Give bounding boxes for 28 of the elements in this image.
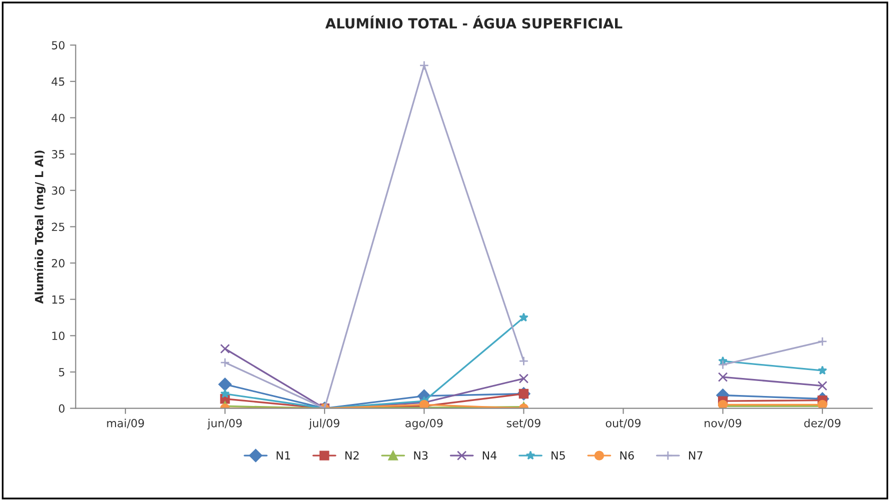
legend-label: N6 (620, 451, 634, 460)
legend-label: N4 (482, 451, 497, 460)
y-tick-label: 20 (52, 259, 64, 268)
chart-title: ALUMÍNIO TOTAL - ÁGUA SUPERFICIAL (325, 16, 622, 29)
y-tick-label: 10 (52, 332, 64, 340)
y-tick-label: 45 (52, 78, 64, 86)
y-tick-label: 25 (52, 222, 64, 232)
x-tick-label: mai/09 (107, 418, 144, 428)
y-tick-label: 5 (59, 368, 64, 376)
legend-label: N1 (276, 451, 290, 460)
legend-label: N5 (552, 451, 565, 460)
x-tick-label: dez/09 (804, 418, 840, 428)
y-tick-label: 35 (52, 150, 64, 158)
legend-label: N2 (345, 451, 359, 460)
x-tick-label: nov/09 (704, 418, 742, 428)
x-tick-label: out/09 (606, 418, 641, 428)
legend-label: N7 (689, 451, 702, 460)
x-tick-label: set/09 (506, 418, 540, 428)
x-tick-label: jul/09 (308, 418, 340, 430)
legend-label: N3 (414, 451, 428, 460)
y-axis-title: Alumínio Total (mg/ L Al) (34, 150, 46, 304)
x-tick-label: ago/09 (406, 418, 443, 430)
y-tick-label: 30 (52, 186, 64, 195)
y-tick-label: 50 (52, 41, 64, 50)
y-tick-label: 15 (52, 295, 64, 304)
y-tick-label: 40 (52, 114, 64, 122)
y-tick-label: 0 (58, 404, 64, 413)
x-tick-label: jun/09 (207, 418, 242, 430)
